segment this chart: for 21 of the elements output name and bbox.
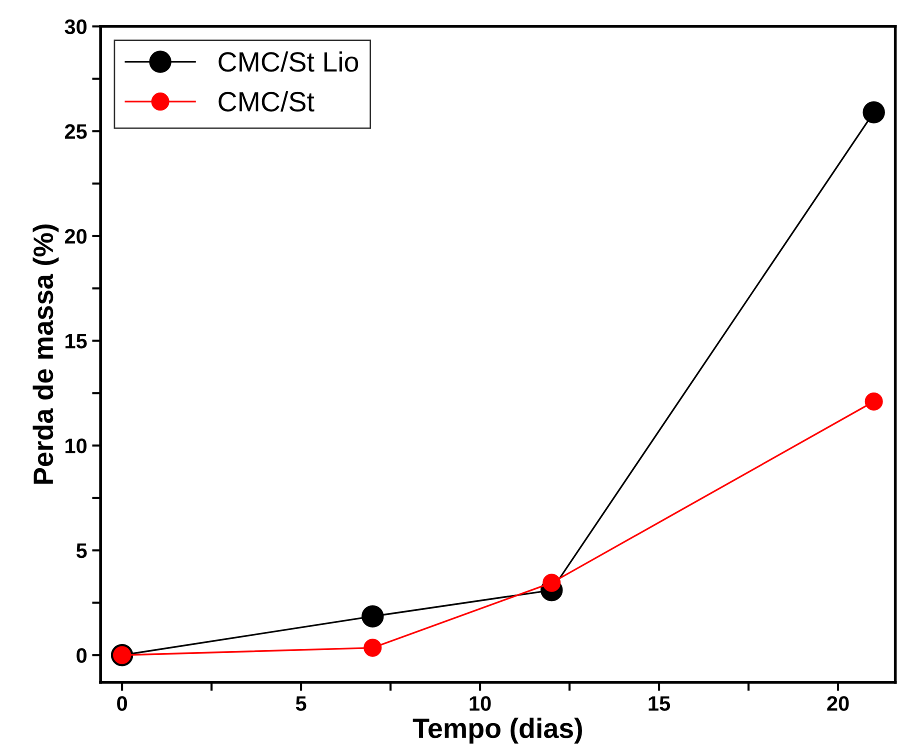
point	[364, 638, 382, 657]
y-tick-label: 5	[76, 544, 87, 558]
y-tick-label: 25	[64, 124, 87, 139]
y-tick-label: 10	[66, 438, 87, 454]
x-tick-label: 15	[648, 696, 670, 711]
y-tick-label: 30	[64, 19, 87, 34]
legend-label: CMC/St	[218, 91, 314, 112]
point	[362, 605, 384, 628]
point	[864, 392, 883, 411]
y-axis-title: Perda de massa (%)	[32, 224, 59, 484]
y-tick-label: 20	[64, 228, 87, 244]
point	[542, 574, 561, 592]
x-axis-title: Tempo (dias)	[412, 718, 582, 744]
y-tick-label: 0	[76, 648, 87, 663]
x-tick-label: 20	[827, 696, 849, 711]
legend-label: CMC/St Lio	[218, 51, 358, 72]
x-tick-label: 5	[296, 696, 306, 711]
point	[862, 101, 885, 124]
y-tick-label: 15	[66, 334, 87, 349]
x-tick-label: 0	[117, 696, 127, 711]
x-tick-label: 10	[470, 696, 491, 711]
